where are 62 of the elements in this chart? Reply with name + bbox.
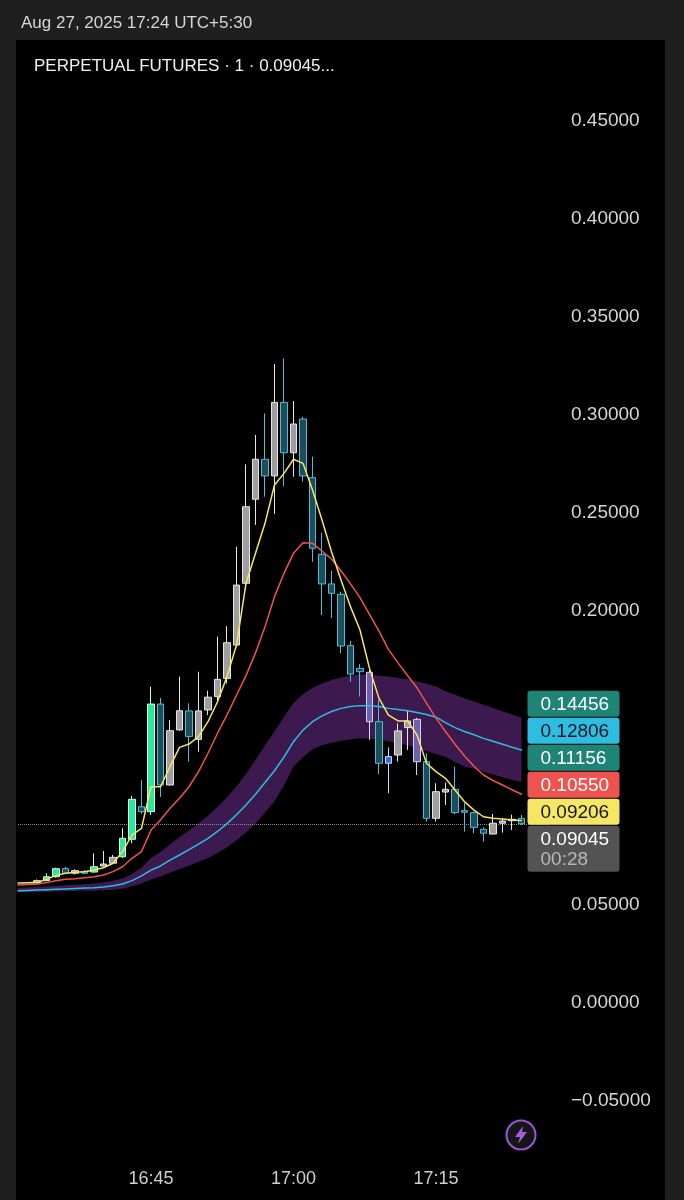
candlestick bbox=[413, 717, 421, 776]
y-tick-label: 0.45000 bbox=[571, 108, 640, 130]
candlestick bbox=[489, 813, 497, 835]
candlestick bbox=[518, 814, 525, 826]
candlestick bbox=[432, 782, 440, 823]
y-tick-label: 0.05000 bbox=[571, 892, 640, 914]
candlestick bbox=[185, 702, 193, 763]
y-tick-label: 0.25000 bbox=[571, 500, 640, 522]
candlestick bbox=[147, 686, 155, 816]
chart-subtitle: Aug 27, 2025 17:24 UTC+5:30 bbox=[21, 13, 253, 32]
y-tick-label: 0.35000 bbox=[571, 304, 640, 326]
y-tick-label: 0.20000 bbox=[571, 598, 640, 620]
candlestick bbox=[356, 663, 364, 698]
annotation: 00:28 bbox=[540, 848, 589, 870]
candlestick bbox=[280, 357, 288, 487]
candlestick bbox=[261, 412, 269, 498]
candlestick bbox=[128, 795, 136, 844]
candlestick bbox=[337, 591, 345, 654]
candlestick bbox=[100, 850, 107, 868]
x-tick-label: 16:45 bbox=[128, 1168, 174, 1188]
x-tick-label: 17:15 bbox=[413, 1168, 459, 1188]
x-tick-label: 17:00 bbox=[270, 1168, 317, 1188]
candlestick bbox=[385, 746, 392, 794]
data-label: 0.12806 bbox=[540, 720, 610, 742]
y-tick-label: 0.40000 bbox=[571, 206, 640, 228]
candlestick bbox=[157, 697, 164, 798]
y-tick-label: 0.00000 bbox=[571, 990, 640, 1012]
candlestick bbox=[394, 722, 402, 763]
candlestick bbox=[309, 456, 316, 563]
line-series bbox=[17, 458, 523, 884]
candlestick bbox=[366, 669, 373, 741]
candlestick bbox=[290, 400, 297, 478]
candlestick bbox=[347, 640, 354, 683]
data-label: 0.10550 bbox=[540, 774, 610, 796]
line-series bbox=[17, 542, 523, 886]
candlestick bbox=[271, 363, 278, 515]
candlestick bbox=[461, 802, 468, 833]
candlestick bbox=[470, 811, 478, 834]
candlestick bbox=[176, 676, 183, 732]
candlestick bbox=[252, 434, 259, 526]
candlestick bbox=[138, 779, 145, 815]
candlestick bbox=[480, 826, 487, 843]
candlestick bbox=[423, 752, 430, 823]
candlestick bbox=[166, 719, 174, 786]
candlestick bbox=[375, 699, 383, 775]
candlestick bbox=[233, 546, 240, 648]
candlestick bbox=[328, 570, 335, 619]
data-label: 0.09206 bbox=[540, 801, 610, 823]
candlestick bbox=[299, 416, 307, 483]
ref-line-label: 0.09045 bbox=[540, 828, 610, 850]
y-tick-label: −0.05000 bbox=[571, 1088, 651, 1110]
annotation: 0.14456 bbox=[540, 693, 610, 715]
candlestick bbox=[499, 817, 506, 834]
y-tick-label: 0.30000 bbox=[571, 402, 640, 424]
annotation: 0.11156 bbox=[540, 747, 607, 769]
candlestick bbox=[195, 671, 202, 753]
candlestick bbox=[442, 782, 449, 806]
candlestick bbox=[223, 625, 231, 684]
candlestick bbox=[318, 532, 326, 616]
chart-title: PERPETUAL FUTURES · 1 · 0.09045... bbox=[34, 56, 335, 75]
candlestick bbox=[204, 690, 212, 716]
candlestick bbox=[451, 766, 459, 815]
